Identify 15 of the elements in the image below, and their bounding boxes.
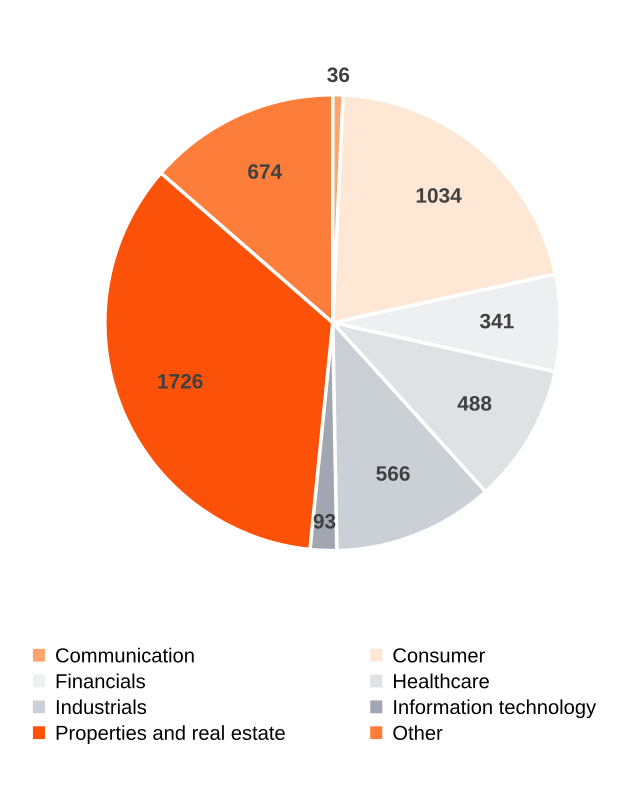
data-label: 36	[327, 67, 350, 82]
data-label: 341	[480, 314, 514, 328]
data-label: 1034	[416, 188, 462, 203]
data-label: 674	[248, 164, 282, 179]
data-label: 1726	[158, 374, 203, 389]
legend-label: Healthcare	[394, 674, 489, 688]
legend-label: Communication	[56, 648, 194, 663]
legend-label: Other	[393, 725, 442, 740]
legend-label: Consumer	[393, 648, 485, 663]
legend-label: Financials	[56, 674, 145, 688]
legend-label: Industrials	[56, 699, 146, 714]
legend-label: Properties and real estate	[56, 725, 285, 744]
legend-label: Information technology	[394, 699, 596, 718]
data-label: 488	[458, 396, 492, 411]
data-label: 566	[376, 466, 410, 481]
